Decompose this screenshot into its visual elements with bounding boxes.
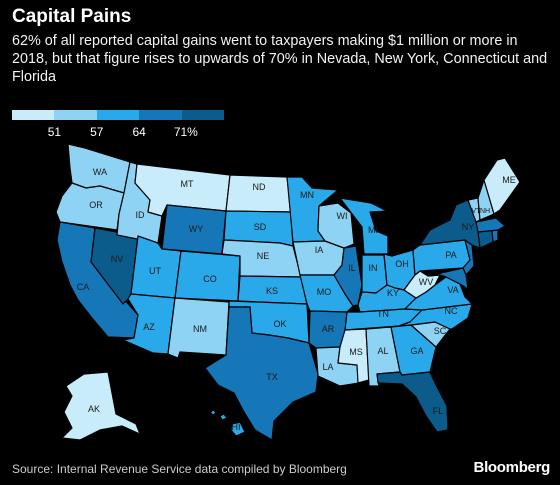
svg-text:KS: KS xyxy=(266,286,278,296)
svg-text:NM: NM xyxy=(193,324,207,334)
svg-text:KY: KY xyxy=(387,288,399,298)
svg-text:FL: FL xyxy=(433,406,444,416)
map-title: Capital Pains xyxy=(12,6,132,27)
state-labels: WA OR CA NV ID MT WY UT AZ CO NM ND SD NE KS OK TX M… xyxy=(77,167,516,432)
svg-text:SC: SC xyxy=(434,326,447,336)
svg-text:AZ: AZ xyxy=(143,322,155,332)
svg-text:UT: UT xyxy=(149,266,161,276)
svg-text:CO: CO xyxy=(203,274,217,284)
svg-text:VT: VT xyxy=(472,208,482,215)
svg-text:AL: AL xyxy=(377,346,388,356)
svg-text:IA: IA xyxy=(315,245,324,255)
svg-text:ND: ND xyxy=(253,182,266,192)
svg-text:ID: ID xyxy=(136,210,146,220)
svg-text:OR: OR xyxy=(89,200,103,210)
svg-text:HI: HI xyxy=(232,422,241,432)
svg-text:IL: IL xyxy=(348,263,356,273)
color-legend: 51 57 64 71% xyxy=(12,110,225,141)
svg-text:WI: WI xyxy=(337,211,348,221)
state-CT[interactable] xyxy=(477,229,494,249)
svg-text:NV: NV xyxy=(111,254,124,264)
svg-text:ME: ME xyxy=(502,175,516,185)
svg-text:NH: NH xyxy=(480,208,490,215)
state-RI[interactable] xyxy=(491,229,499,243)
legend-swatch-0 xyxy=(12,110,55,120)
source-note: Source: Internal Revenue Service data co… xyxy=(12,462,347,476)
svg-text:MT: MT xyxy=(181,179,194,189)
legend-tick: 64 xyxy=(132,125,146,139)
state-AK[interactable] xyxy=(61,371,141,441)
svg-text:GA: GA xyxy=(410,346,423,356)
svg-text:WV: WV xyxy=(419,277,434,287)
legend-swatch-3 xyxy=(139,110,182,120)
svg-text:PA: PA xyxy=(445,250,456,260)
legend-color-bar xyxy=(12,110,225,120)
legend-tick: 51 xyxy=(47,125,62,139)
svg-text:AK: AK xyxy=(88,404,100,414)
svg-text:IN: IN xyxy=(369,263,378,273)
svg-text:WA: WA xyxy=(93,167,107,177)
svg-text:CA: CA xyxy=(77,282,90,292)
state-ME[interactable] xyxy=(483,157,521,215)
svg-text:OH: OH xyxy=(395,259,409,269)
map-subtitle: 62% of all reported capital gains went t… xyxy=(12,33,548,85)
state-MA[interactable] xyxy=(475,217,506,233)
state-FL[interactable] xyxy=(376,371,449,433)
legend-tick: 57 xyxy=(90,125,104,139)
us-choropleth-map: WA OR CA NV ID MT WY UT AZ CO NM ND SD NE KS OK TX M… xyxy=(55,143,521,441)
state-TX[interactable] xyxy=(204,306,319,441)
legend-tick: 71% xyxy=(173,125,198,139)
svg-text:AR: AR xyxy=(322,324,335,334)
legend-swatch-1 xyxy=(54,110,97,120)
svg-text:NY: NY xyxy=(462,222,475,232)
svg-text:SD: SD xyxy=(254,222,267,232)
state-IL[interactable] xyxy=(333,245,363,307)
svg-text:VA: VA xyxy=(447,285,458,295)
svg-text:MI: MI xyxy=(368,225,378,235)
svg-text:TN: TN xyxy=(377,309,389,319)
state-WI[interactable] xyxy=(317,202,355,249)
legend-swatch-2 xyxy=(96,110,140,120)
svg-text:NE: NE xyxy=(257,251,270,261)
svg-text:WY: WY xyxy=(189,224,204,234)
svg-text:MO: MO xyxy=(317,287,332,297)
svg-text:NC: NC xyxy=(445,306,458,316)
state-ND[interactable] xyxy=(225,174,292,213)
state-MD[interactable] xyxy=(427,267,469,290)
state-NC[interactable] xyxy=(398,303,473,330)
legend-swatch-4 xyxy=(181,110,225,120)
svg-text:OK: OK xyxy=(273,319,286,329)
svg-text:MN: MN xyxy=(300,190,314,200)
svg-text:LA: LA xyxy=(322,362,333,372)
state-HI[interactable] xyxy=(209,409,246,437)
svg-text:TX: TX xyxy=(266,372,278,382)
state-MI[interactable] xyxy=(339,197,389,255)
svg-text:MS: MS xyxy=(349,347,363,357)
bloomberg-logo: Bloomberg xyxy=(473,459,551,476)
